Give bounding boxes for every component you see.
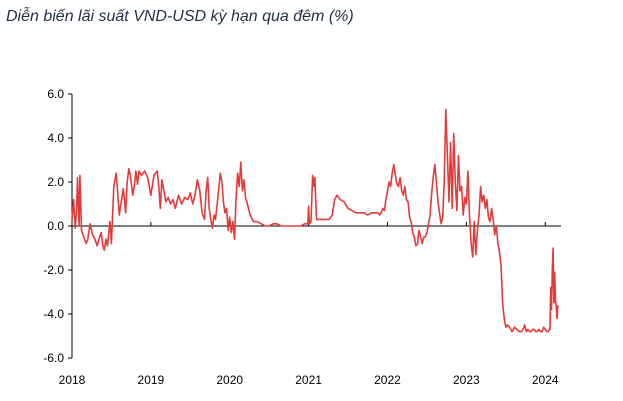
y-tick-label: -6.0 — [43, 351, 64, 365]
x-tick-label: 2018 — [59, 373, 86, 387]
tick-labels: 6.0 4.0 2.0 0.0 -2.0 -4.0 -6.0 2018 2019 2020 2021… — [43, 87, 559, 387]
x-tick-label: 2019 — [138, 373, 165, 387]
x-tick-label: 2022 — [374, 373, 401, 387]
y-tick-label: 2.0 — [47, 175, 64, 189]
y-tick-label: -2.0 — [43, 263, 64, 277]
chart-title: Diễn biến lãi suất VND-USD kỳ hạn qua đê… — [6, 8, 354, 25]
x-tick-label: 2021 — [295, 373, 322, 387]
y-tick-label: 6.0 — [47, 87, 64, 101]
series-line — [71, 108, 559, 333]
axes — [68, 93, 561, 359]
x-tick-label: 2023 — [453, 373, 480, 387]
y-tick-label: -4.0 — [43, 307, 64, 321]
y-tick-label: 0.0 — [47, 219, 64, 233]
x-tick-label: 2020 — [216, 373, 243, 387]
x-tick-label: 2024 — [532, 373, 559, 387]
y-tick-label: 4.0 — [47, 131, 64, 145]
